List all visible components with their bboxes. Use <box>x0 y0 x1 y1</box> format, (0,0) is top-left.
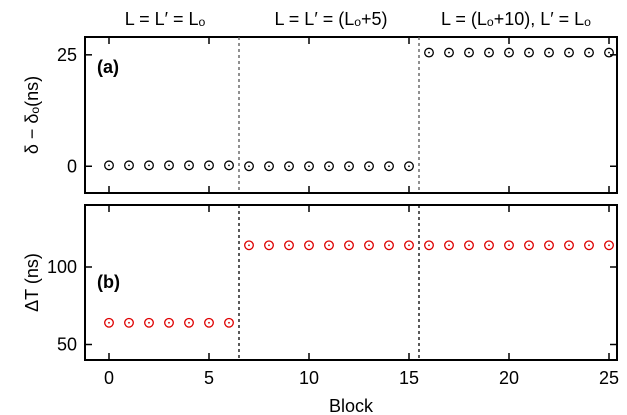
data-point <box>464 240 474 251</box>
data-point <box>124 317 134 328</box>
data-point <box>164 160 174 171</box>
data-point <box>424 47 434 58</box>
data-point <box>364 161 374 172</box>
data-point <box>264 161 274 172</box>
data-point <box>404 240 414 251</box>
data-point <box>404 161 414 172</box>
data-point <box>224 317 234 328</box>
plot-frame <box>84 36 618 194</box>
data-point <box>384 161 394 172</box>
data-point <box>144 317 154 328</box>
y-tick-label: 25 <box>57 45 77 65</box>
data-point <box>484 240 494 251</box>
region-titles: L = L′ = Lₒ L = L′ = (Lₒ+5) L = (Lₒ+10), L… <box>125 9 591 29</box>
data-point <box>304 161 314 172</box>
data-point <box>104 317 114 328</box>
data-point <box>364 240 374 251</box>
data-point <box>324 161 334 172</box>
panel-a: 0 25 δ − δₒ(ns) (a) <box>22 36 618 194</box>
x-axis-title: Block <box>329 396 374 415</box>
y-tick-label: 100 <box>47 257 77 277</box>
panel-label: (b) <box>97 272 120 292</box>
data-point <box>144 160 154 171</box>
data-point <box>524 240 534 251</box>
data-point <box>284 240 294 251</box>
data-point <box>424 240 434 251</box>
data-point <box>484 47 494 58</box>
data-point <box>204 160 214 171</box>
data-point <box>224 160 234 171</box>
data-point <box>244 240 254 251</box>
data-point <box>344 240 354 251</box>
data-point <box>504 240 514 251</box>
plot-frame <box>84 204 618 361</box>
x-tick-label: 5 <box>204 368 214 388</box>
data-point <box>384 240 394 251</box>
data-point <box>444 240 454 251</box>
data-point <box>244 161 254 172</box>
data-point <box>444 47 454 58</box>
region-title-2: L = L′ = (Lₒ+5) <box>274 9 387 29</box>
data-point <box>304 240 314 251</box>
data-point <box>504 47 514 58</box>
data-point <box>124 160 134 171</box>
data-point <box>564 47 574 58</box>
y-axis-title: δ − δₒ(ns) <box>22 76 42 154</box>
data-point <box>564 240 574 251</box>
data-point <box>184 160 194 171</box>
data-point <box>284 161 294 172</box>
x-tick-label: 25 <box>599 368 619 388</box>
data-point <box>544 47 554 58</box>
data-point <box>264 240 274 251</box>
region-title-3: L = (Lₒ+10), L′ = Lₒ <box>441 9 591 29</box>
data-point <box>604 47 614 58</box>
x-tick-label: 10 <box>299 368 319 388</box>
data-point <box>584 47 594 58</box>
x-tick-label: 20 <box>499 368 519 388</box>
data-point <box>184 317 194 328</box>
region-title-1: L = L′ = Lₒ <box>125 9 206 29</box>
data-point <box>324 240 334 251</box>
panel-label: (a) <box>97 57 119 77</box>
x-tick-label: 15 <box>399 368 419 388</box>
y-tick-label: 0 <box>67 156 77 176</box>
x-axis: 0 5 10 15 20 25 Block <box>104 368 619 415</box>
data-point <box>104 160 114 171</box>
data-point <box>344 161 354 172</box>
y-axis-title: ΔT (ns) <box>22 253 42 312</box>
x-tick-label: 0 <box>104 368 114 388</box>
data-point <box>524 47 534 58</box>
data-point <box>544 240 554 251</box>
data-point <box>164 317 174 328</box>
data-point <box>604 240 614 251</box>
data-point <box>464 47 474 58</box>
data-point <box>204 317 214 328</box>
y-tick-label: 50 <box>57 335 77 355</box>
data-point <box>584 240 594 251</box>
